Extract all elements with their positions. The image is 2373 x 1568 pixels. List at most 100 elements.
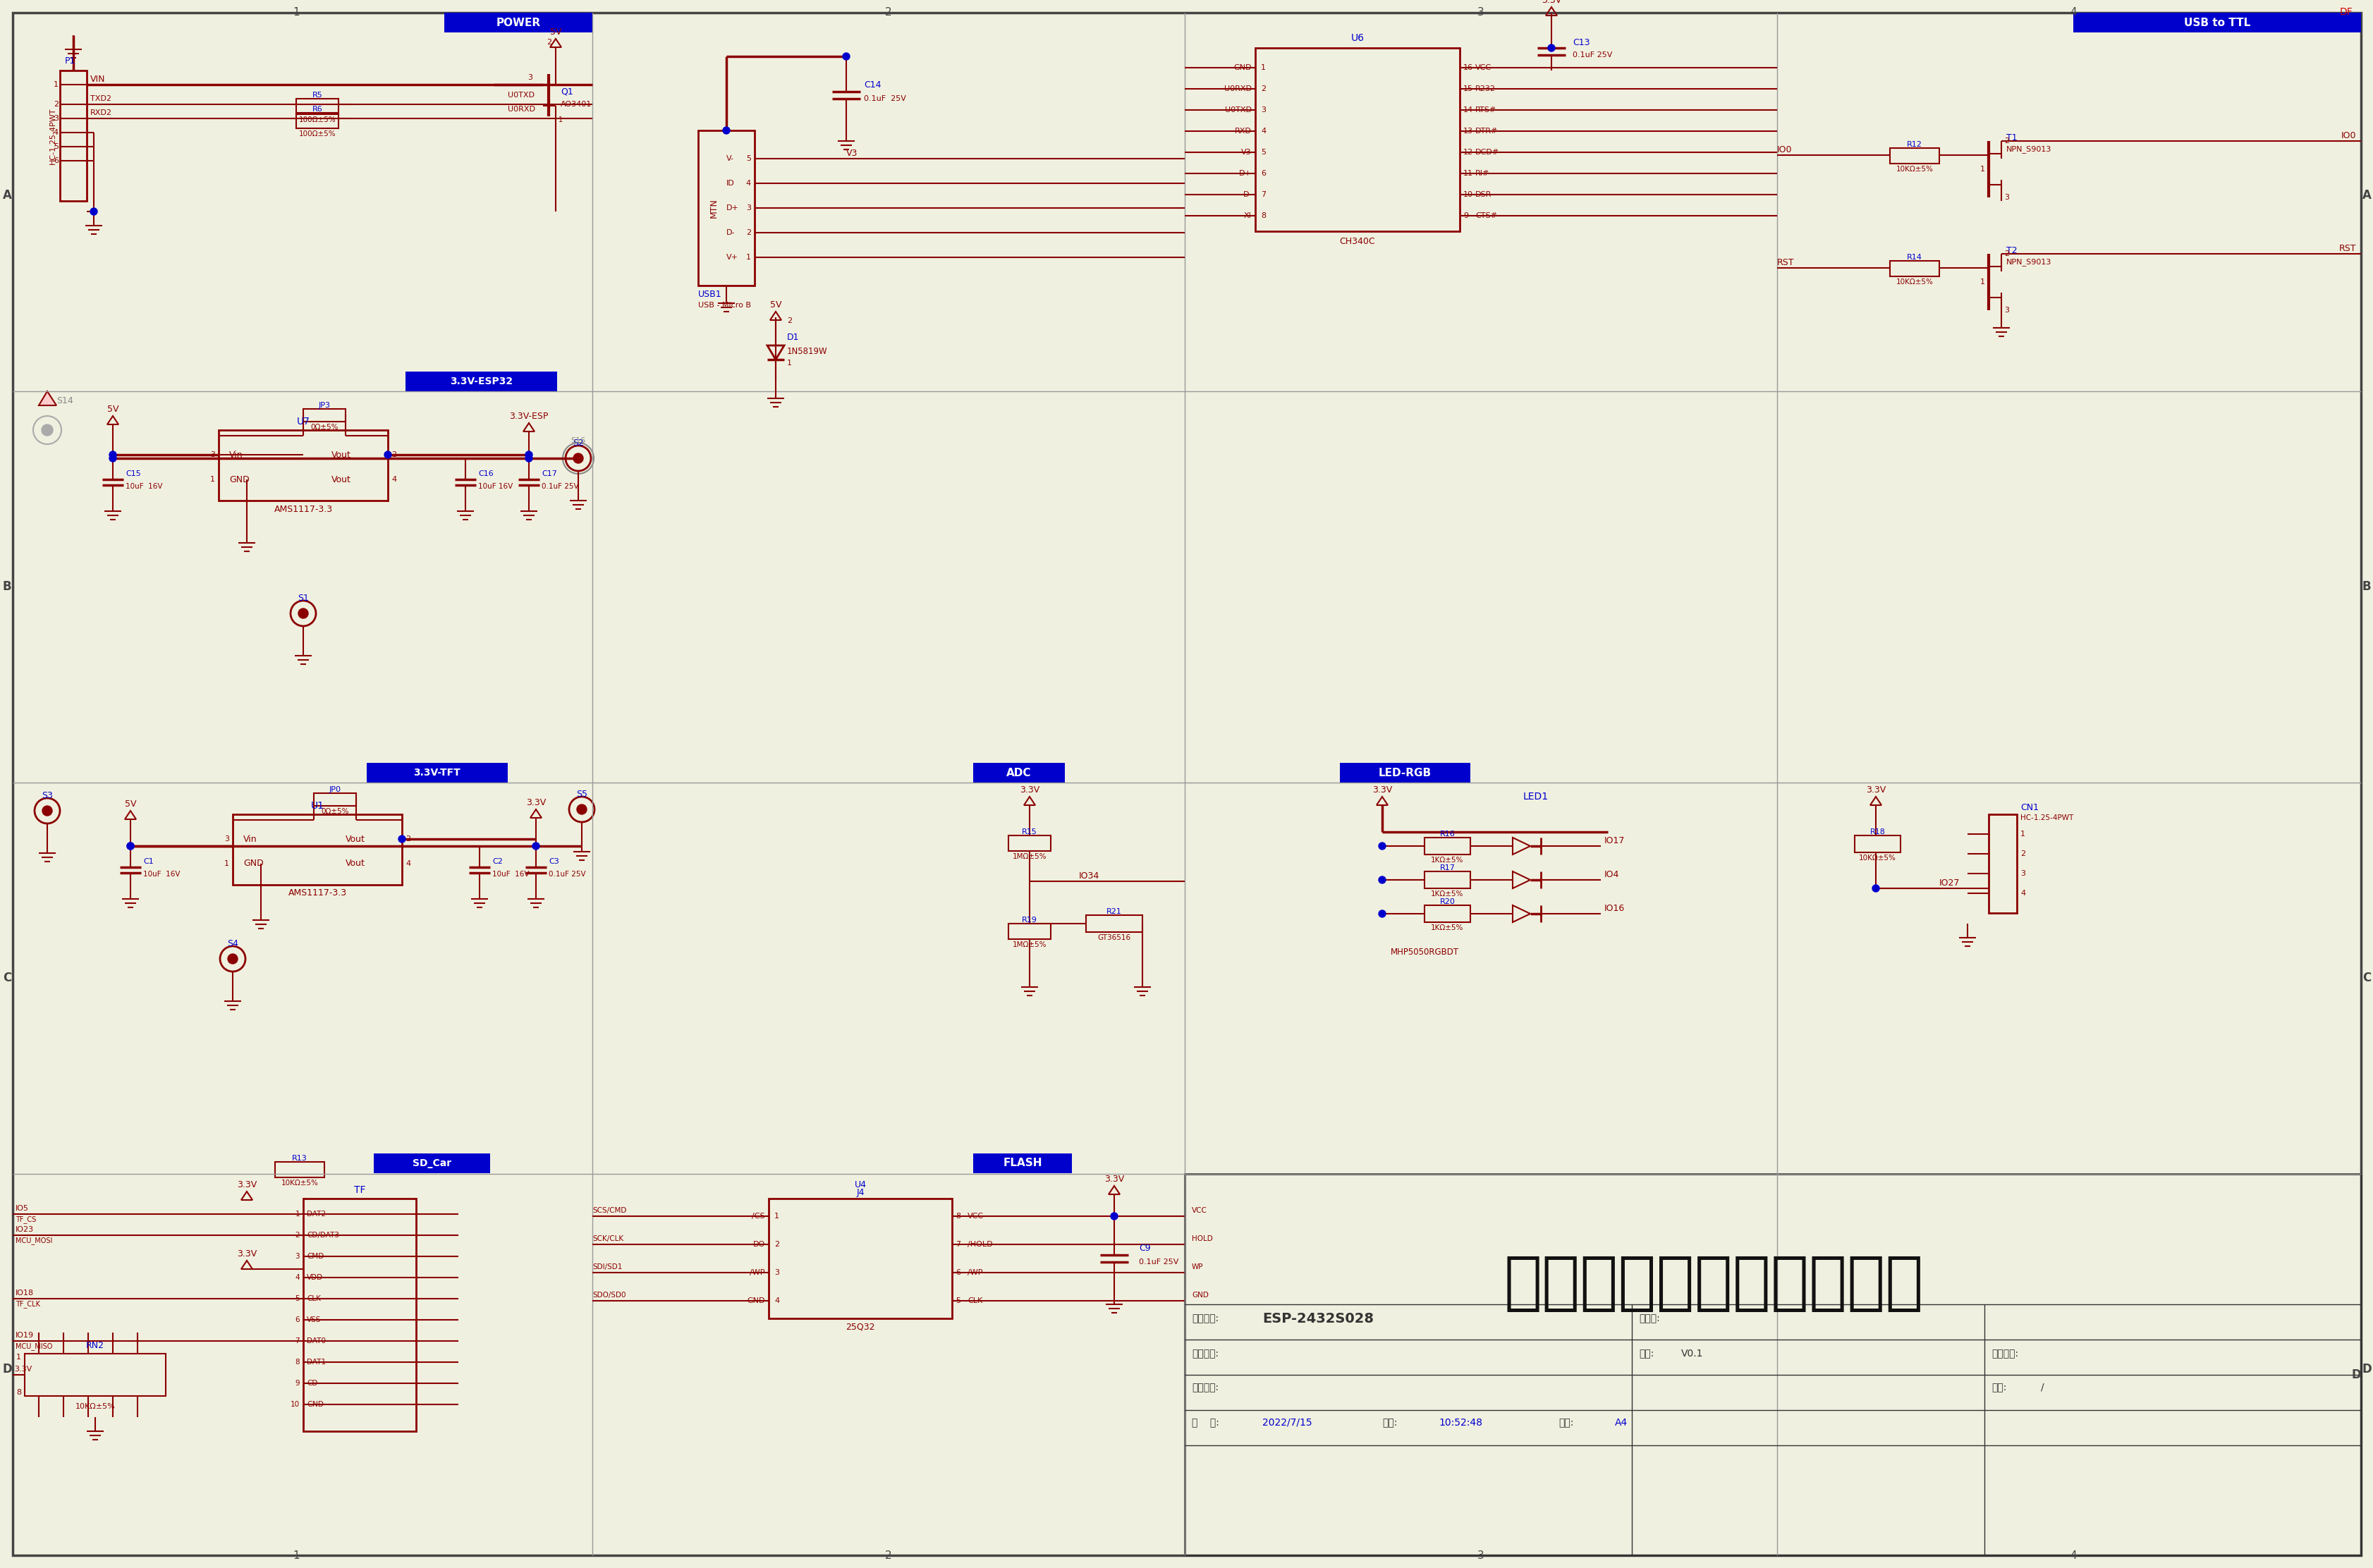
Text: IO5: IO5 (17, 1204, 28, 1212)
Text: C13: C13 (1573, 38, 1590, 47)
Text: 14: 14 (1462, 107, 1474, 113)
Text: D1: D1 (788, 332, 800, 342)
Text: 4: 4 (2069, 1551, 2076, 1562)
Text: 2: 2 (2003, 251, 2008, 257)
Circle shape (399, 836, 406, 842)
Text: 产品名称:: 产品名称: (1191, 1314, 1217, 1323)
Text: R5: R5 (311, 91, 323, 99)
Text: GND: GND (242, 859, 263, 869)
Bar (313, 793, 356, 806)
Text: POWER: POWER (496, 17, 541, 28)
Text: TF_CLK: TF_CLK (17, 1300, 40, 1308)
Text: 0.1uF 25V: 0.1uF 25V (1139, 1259, 1179, 1265)
Text: 8: 8 (17, 1389, 21, 1396)
Text: 1: 1 (55, 82, 59, 88)
Text: 4: 4 (2019, 889, 2024, 897)
Text: 2: 2 (294, 1232, 299, 1239)
Text: /: / (2041, 1383, 2043, 1392)
Text: GND: GND (230, 475, 249, 485)
Text: 4: 4 (55, 129, 59, 136)
Text: 1: 1 (774, 1212, 778, 1220)
Text: U0RXD: U0RXD (508, 105, 534, 113)
Text: 5V: 5V (769, 299, 781, 309)
Text: 3: 3 (294, 1253, 299, 1261)
Bar (218, 430, 387, 500)
Text: 10KΩ±5%: 10KΩ±5% (1896, 279, 1932, 285)
Text: 3: 3 (1260, 107, 1265, 113)
Circle shape (126, 842, 133, 850)
Text: 1: 1 (211, 477, 216, 483)
Circle shape (524, 452, 532, 458)
Text: R12: R12 (1906, 141, 1922, 147)
Text: 100Ω±5%: 100Ω±5% (299, 116, 337, 124)
Circle shape (90, 209, 97, 215)
Text: 11: 11 (1462, 169, 1474, 177)
Text: TF: TF (354, 1185, 365, 1195)
Text: 3: 3 (2003, 307, 2008, 314)
Text: 5V: 5V (551, 27, 562, 36)
Text: 10uF  16V: 10uF 16V (142, 870, 180, 878)
Text: 7: 7 (956, 1240, 961, 1248)
Text: S5: S5 (577, 789, 586, 798)
Text: SD_Car: SD_Car (413, 1159, 451, 1168)
Text: HC-1.25-4PWT: HC-1.25-4PWT (2019, 814, 2074, 822)
Text: IO18: IO18 (17, 1289, 33, 1297)
Circle shape (109, 452, 116, 458)
Bar (365, 764, 508, 782)
Text: P1: P1 (64, 56, 76, 66)
Circle shape (532, 842, 539, 850)
Bar (304, 1198, 415, 1432)
Text: 10KΩ±5%: 10KΩ±5% (280, 1179, 318, 1187)
Text: NPN_S9013: NPN_S9013 (2005, 146, 2050, 154)
Text: HOLD: HOLD (1191, 1236, 1213, 1242)
Text: D: D (2352, 1369, 2361, 1381)
Text: U7: U7 (297, 417, 311, 426)
Polygon shape (38, 392, 57, 406)
Circle shape (1379, 877, 1386, 883)
Text: IO0: IO0 (2340, 130, 2356, 140)
Text: T2: T2 (2005, 246, 2017, 256)
Text: IO16: IO16 (1604, 903, 1626, 913)
Text: B: B (2361, 580, 2371, 593)
Text: R14: R14 (1906, 254, 1922, 260)
Text: 2: 2 (406, 836, 411, 842)
Text: USB1: USB1 (698, 290, 721, 298)
Text: VSS: VSS (306, 1316, 320, 1323)
Text: 3: 3 (223, 836, 230, 842)
Text: 3: 3 (211, 452, 216, 458)
Text: V+: V+ (726, 254, 738, 260)
Text: 0Ω±5%: 0Ω±5% (311, 423, 339, 431)
Text: A: A (2361, 190, 2371, 202)
Text: 1MΩ±5%: 1MΩ±5% (1013, 941, 1046, 949)
Text: VCC: VCC (968, 1212, 982, 1220)
Text: V-: V- (726, 155, 733, 162)
Text: A4: A4 (1614, 1417, 1628, 1428)
Bar (1338, 764, 1469, 782)
Text: 3.3V-ESP32: 3.3V-ESP32 (451, 376, 513, 386)
Text: CLK: CLK (968, 1297, 982, 1305)
Text: 1: 1 (745, 254, 750, 260)
Text: 5: 5 (956, 1297, 961, 1305)
Text: MCU_MOSI: MCU_MOSI (17, 1237, 52, 1245)
Text: GND: GND (1234, 64, 1251, 71)
Text: RTS#: RTS# (1476, 107, 1495, 113)
Text: CD: CD (306, 1380, 318, 1386)
Text: 0.1uF  25V: 0.1uF 25V (864, 96, 906, 102)
Text: 2: 2 (788, 317, 793, 325)
Bar (973, 764, 1065, 782)
Text: 3: 3 (1476, 1551, 1483, 1562)
Text: 5: 5 (294, 1295, 299, 1301)
Text: HC-1.25-4PWT: HC-1.25-4PWT (50, 107, 57, 165)
Text: S3: S3 (43, 790, 52, 800)
Text: 3.3V: 3.3V (1020, 786, 1039, 795)
Circle shape (577, 804, 586, 814)
Text: 1: 1 (294, 1210, 299, 1218)
Text: R21: R21 (1106, 908, 1122, 916)
Text: 4: 4 (406, 861, 411, 867)
Bar (233, 814, 401, 884)
Text: 4: 4 (392, 477, 396, 483)
Bar (275, 1162, 325, 1178)
Text: D-: D- (726, 229, 736, 237)
Text: 3: 3 (774, 1269, 778, 1276)
Text: DF: DF (2340, 6, 2352, 17)
